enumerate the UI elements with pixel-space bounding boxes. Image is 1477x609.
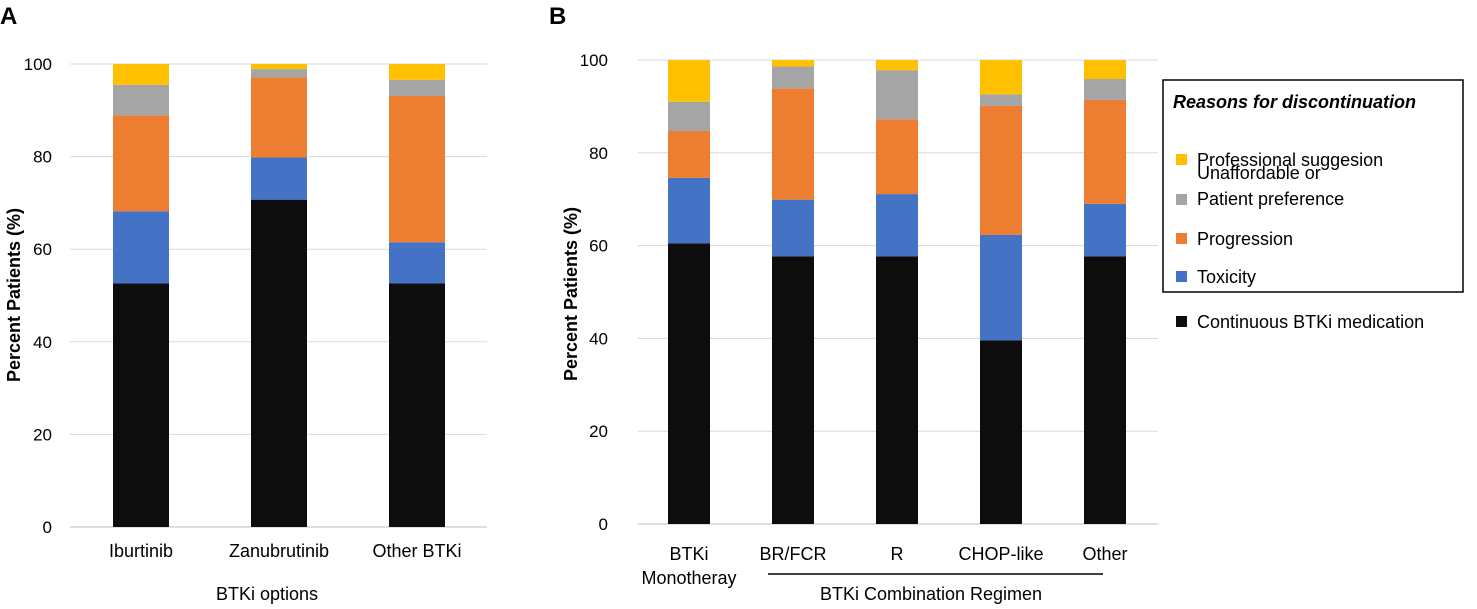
x-tick-other-btki: Other BTKi: [372, 541, 461, 561]
panel-b-label: B: [549, 3, 566, 30]
bar-other-progression: [1084, 99, 1126, 204]
legend-label-continuous: Continuous BTKi medication: [1197, 312, 1424, 332]
legend-swatch-unaffordable: [1176, 194, 1187, 205]
panel-b-y-tick-0: 0: [599, 515, 608, 534]
bar-zanubrutinib-toxicity: [251, 157, 307, 200]
bar-r-progression: [876, 119, 918, 195]
bar-btki-monotheray-progression: [668, 130, 710, 178]
bar-other-btki-professional-suggesion: [389, 64, 445, 80]
bar-r-professional-suggesion: [876, 60, 918, 71]
bar-chop-like-unaffordable-or-patient-preference: [980, 94, 1022, 106]
bar-iburtinib-unaffordable-or-patient-preference: [113, 84, 169, 116]
bar-iburtinib-progression: [113, 115, 169, 212]
panel-a-y-ticks: 0 20 40 60 80 100: [24, 55, 52, 537]
panel-b-y-tick-100: 100: [580, 51, 608, 70]
x-tick-iburtinib: Iburtinib: [109, 541, 173, 561]
panel-a-label: A: [0, 3, 17, 30]
panel-a-y-axis-label: Percent Patients (%): [4, 208, 24, 382]
legend-swatch-toxicity: [1176, 271, 1187, 282]
panel-a-y-tick-40: 40: [33, 333, 52, 352]
panel-b-x-axis-label: BTKi Combination Regimen: [820, 584, 1042, 604]
legend-title: Reasons for discontinuation: [1173, 92, 1416, 112]
panel-b-y-axis-label: Percent Patients (%): [561, 207, 581, 381]
bar-zanubrutinib-professional-suggesion: [251, 64, 307, 70]
legend-label-unaffordable-line1: Unaffordable or: [1197, 163, 1321, 183]
bar-other-btki-unaffordable-or-patient-preference: [389, 79, 445, 96]
panel-b-y-ticks: 0 20 40 60 80 100: [580, 51, 608, 534]
legend-swatch-continuous: [1176, 316, 1187, 327]
legend: Reasons for discontinuation Professional…: [1162, 79, 1464, 332]
bar-chop-like-professional-suggesion: [980, 60, 1022, 95]
x-tick-br-fcr: BR/FCR: [760, 544, 827, 564]
x-tick-chop-like: CHOP-like: [958, 544, 1043, 564]
bar-zanubrutinib-unaffordable-or-patient-preference: [251, 69, 307, 78]
bar-iburtinib-continuous-btki-medication: [113, 283, 169, 527]
bar-iburtinib-toxicity: [113, 211, 169, 284]
legend-label-progression: Progression: [1197, 229, 1293, 249]
bar-br-fcr-professional-suggesion: [772, 60, 814, 67]
bar-br-fcr-progression: [772, 88, 814, 200]
bar-other-btki-continuous-btki-medication: [389, 283, 445, 527]
panel-a-y-tick-0: 0: [43, 518, 52, 537]
bar-iburtinib-professional-suggesion: [113, 64, 169, 85]
panel-b-y-tick-20: 20: [589, 422, 608, 441]
bar-r-continuous-btki-medication: [876, 256, 918, 524]
panel-a-bars: [113, 64, 445, 527]
legend-swatch-professional-suggesion: [1176, 154, 1187, 165]
panel-b-y-tick-60: 60: [589, 237, 608, 256]
bar-zanubrutinib-continuous-btki-medication: [251, 199, 307, 527]
x-tick-other: Other: [1082, 544, 1127, 564]
panel-a-y-tick-20: 20: [33, 425, 52, 444]
legend-swatch-progression: [1176, 233, 1187, 244]
bar-other-btki-toxicity: [389, 242, 445, 284]
bar-r-unaffordable-or-patient-preference: [876, 70, 918, 120]
bar-btki-monotheray-continuous-btki-medication: [668, 243, 710, 524]
bar-btki-monotheray-professional-suggesion: [668, 60, 710, 102]
bar-btki-monotheray-unaffordable-or-patient-preference: [668, 101, 710, 131]
panel-b-bars: [668, 60, 1126, 524]
panel-a-y-tick-60: 60: [33, 240, 52, 259]
panel-a-y-tick-80: 80: [33, 148, 52, 167]
panel-b-x-ticks: BTKi Monotheray BR/FCR R CHOP-like Other: [641, 544, 1127, 588]
x-tick-btki-monotheray: BTKi Monotheray: [641, 544, 736, 588]
bar-btki-monotheray-toxicity: [668, 177, 710, 244]
bar-chop-like-toxicity: [980, 234, 1022, 341]
bar-chop-like-progression: [980, 105, 1022, 235]
bar-br-fcr-toxicity: [772, 199, 814, 257]
panel-a-x-axis-label: BTKi options: [216, 584, 318, 604]
bar-r-toxicity: [876, 194, 918, 257]
bar-other-toxicity: [1084, 203, 1126, 257]
legend-label-professional-suggesion: Professional suggesion: [1197, 150, 1383, 170]
x-tick-r: R: [891, 544, 904, 564]
x-tick-zanubrutinib: Zanubrutinib: [229, 541, 329, 561]
panel-a-x-ticks: Iburtinib Zanubrutinib Other BTKi: [109, 541, 462, 561]
panel-b-y-tick-80: 80: [589, 144, 608, 163]
bar-other-continuous-btki-medication: [1084, 256, 1126, 524]
bar-other-btki-progression: [389, 95, 445, 243]
legend-label-toxicity: Toxicity: [1197, 267, 1256, 287]
bar-other-professional-suggesion: [1084, 60, 1126, 80]
legend-box: [1162, 79, 1464, 293]
bar-zanubrutinib-progression: [251, 77, 307, 158]
legend-label-unaffordable: Unaffordable or Patient preference: [1197, 163, 1344, 209]
bar-br-fcr-unaffordable-or-patient-preference: [772, 66, 814, 89]
bar-br-fcr-continuous-btki-medication: [772, 256, 814, 524]
panel-a-y-tick-100: 100: [24, 55, 52, 74]
legend-label-unaffordable-line2: Patient preference: [1197, 189, 1344, 209]
panel-b-y-tick-40: 40: [589, 329, 608, 348]
bar-other-unaffordable-or-patient-preference: [1084, 79, 1126, 100]
bar-chop-like-continuous-btki-medication: [980, 340, 1022, 524]
